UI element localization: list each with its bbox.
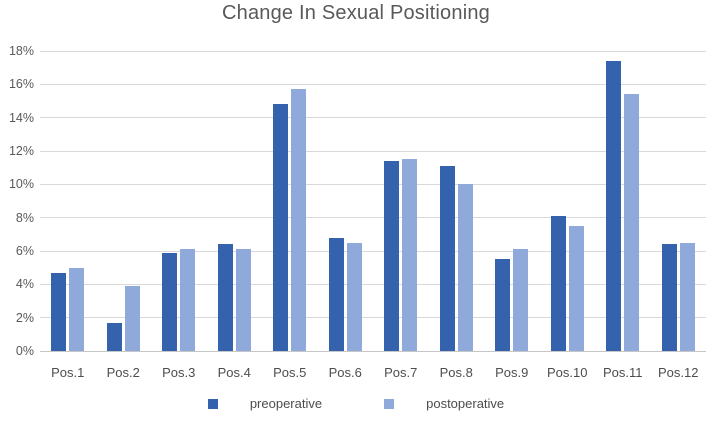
x-axis-category-label: Pos.1 (51, 365, 85, 380)
x-axis-line (40, 350, 706, 352)
bar-group (373, 51, 429, 351)
preoperative-bar (328, 237, 344, 351)
gridline (40, 117, 706, 119)
preoperative-bar (550, 216, 566, 351)
postoperative-bar (180, 249, 196, 351)
bar-group (429, 51, 485, 351)
postoperative-bar (402, 159, 418, 351)
y-axis-tick-label: 10% (8, 177, 34, 192)
gridline (40, 150, 706, 152)
y-axis-tick-label: 4% (15, 277, 34, 292)
x-axis-category-label: Pos.9 (495, 365, 529, 380)
postoperative-bar (124, 286, 140, 351)
preoperative-bar (495, 259, 511, 351)
preoperative-bar (217, 244, 233, 351)
postoperative-bar (568, 226, 584, 351)
bar-group (96, 51, 152, 351)
x-axis-category-label: Pos.6 (328, 365, 362, 380)
postoperative-bar (624, 94, 640, 351)
postoperative-bar (457, 184, 473, 351)
preoperative-bar (384, 161, 400, 351)
gridline (40, 83, 706, 85)
legend-label: postoperative (426, 396, 505, 411)
postoperative-bar (235, 249, 251, 351)
preoperative-swatch-icon (207, 398, 218, 409)
gridline (40, 50, 706, 52)
bar-group (40, 51, 96, 351)
bar-group (540, 51, 596, 351)
y-axis-tick-label: 8% (15, 210, 34, 225)
bar-group (318, 51, 374, 351)
gridline (40, 217, 706, 219)
plot-area (40, 50, 707, 352)
y-axis-tick-label: 0% (15, 344, 34, 358)
bar-group (595, 51, 651, 351)
x-axis-category-label: Pos.10 (547, 365, 588, 380)
chart-legend: preoperative postoperative (0, 396, 712, 411)
bar-group (651, 51, 707, 351)
y-axis-tick-label: 6% (15, 244, 34, 258)
bar-group (151, 51, 207, 351)
bar-group (207, 51, 263, 351)
x-axis-category-label: Pos.3 (162, 365, 196, 380)
x-axis-category-label: Pos.2 (106, 365, 140, 380)
x-axis-category-label: Pos.8 (439, 365, 473, 380)
preoperative-bar (439, 166, 455, 351)
x-axis-category-label: Pos.7 (384, 365, 418, 380)
legend-label: preoperative (249, 396, 323, 411)
gridline (40, 183, 706, 185)
y-axis-tick-label: 14% (8, 110, 34, 125)
legend-item-preoperative: preoperative (207, 396, 323, 411)
preoperative-bar (273, 104, 289, 351)
preoperative-bar (51, 272, 67, 351)
x-axis-category-label: Pos.11 (602, 365, 643, 380)
bar-group (262, 51, 318, 351)
x-axis-category-label: Pos.5 (273, 365, 307, 380)
y-axis-tick-label: 16% (8, 77, 34, 92)
preoperative-bar (162, 252, 178, 351)
postoperative-swatch-icon (384, 398, 395, 409)
postoperative-bar (679, 242, 695, 351)
gridline (40, 250, 706, 252)
x-axis-category-label: Pos.12 (658, 365, 699, 380)
y-axis-tick-label: 2% (15, 310, 34, 325)
bar-group (484, 51, 540, 351)
chart-title: Change In Sexual Positioning (221, 2, 490, 24)
postoperative-bar (69, 267, 85, 351)
gridline (40, 317, 706, 319)
preoperative-bar (661, 244, 677, 351)
y-axis-tick-label: 12% (8, 144, 34, 158)
y-axis-tick-label: 18% (8, 44, 34, 58)
legend-item-postoperative: postoperative (384, 396, 504, 411)
postoperative-bar (291, 89, 307, 351)
x-axis-category-label: Pos.4 (217, 365, 251, 380)
preoperative-bar (606, 61, 622, 351)
preoperative-bar (106, 322, 122, 351)
postoperative-bar (346, 242, 362, 351)
postoperative-bar (513, 249, 529, 351)
gridline (40, 283, 706, 285)
